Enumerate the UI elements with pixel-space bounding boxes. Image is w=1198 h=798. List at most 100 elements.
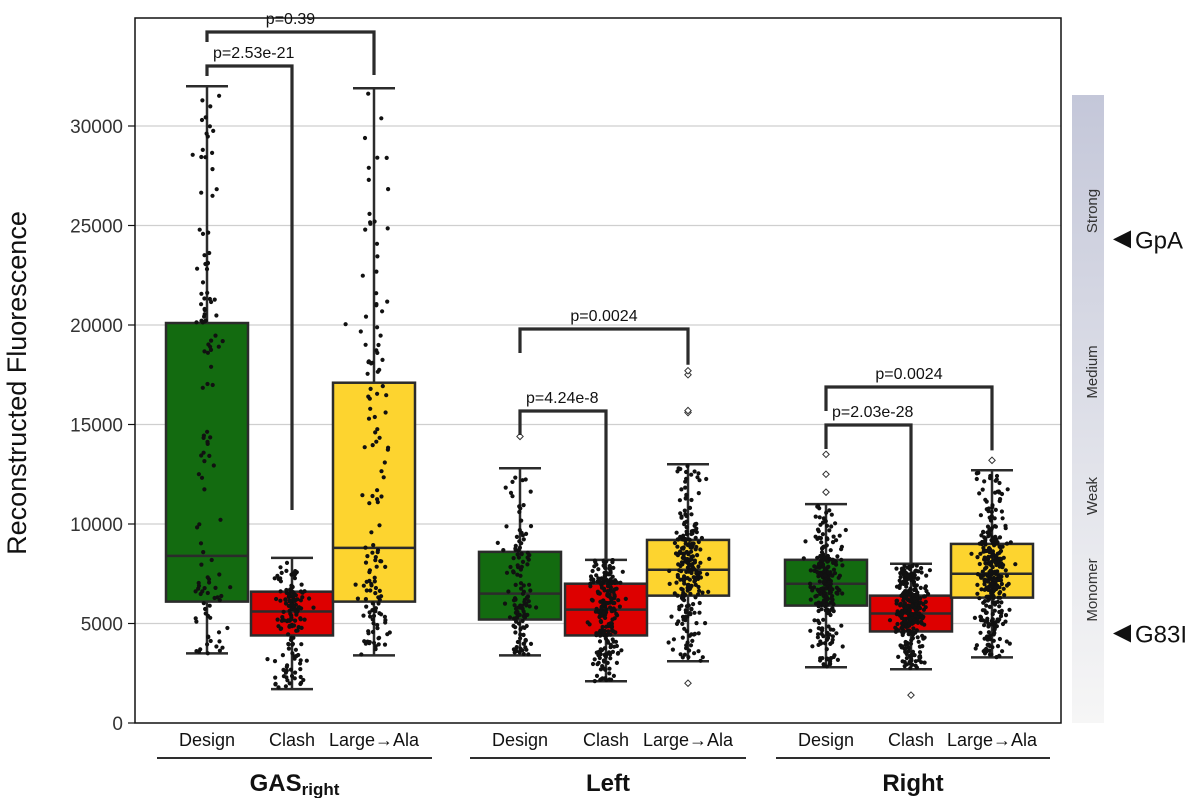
- data-point: [997, 654, 1002, 659]
- data-point: [914, 665, 920, 670]
- data-point: [605, 592, 610, 597]
- data-point: [700, 655, 705, 660]
- data-point: [816, 529, 821, 534]
- data-point: [208, 435, 213, 440]
- data-point: [821, 617, 826, 622]
- data-point: [834, 562, 839, 567]
- data-point: [366, 631, 371, 636]
- data-point: [687, 505, 693, 510]
- data-point: [893, 625, 898, 630]
- category-label: Design: [492, 730, 548, 750]
- data-point: [371, 621, 376, 626]
- data-point: [990, 535, 995, 540]
- data-point: [678, 577, 683, 582]
- data-point: [692, 558, 698, 563]
- data-point: [521, 537, 526, 542]
- data-point: [384, 393, 389, 398]
- data-point: [683, 592, 688, 598]
- data-point: [917, 654, 923, 659]
- data-point: [514, 648, 519, 654]
- category-label: Large→Ala: [329, 730, 420, 750]
- data-point: [201, 450, 206, 455]
- data-point: [374, 291, 379, 296]
- data-point: [373, 430, 378, 435]
- data-point: [693, 582, 698, 588]
- data-point: [675, 574, 681, 580]
- data-point: [983, 619, 988, 624]
- data-point: [205, 290, 210, 295]
- data-point: [523, 638, 528, 643]
- data-point: [906, 645, 911, 650]
- data-point: [689, 531, 694, 537]
- data-point: [834, 538, 839, 543]
- data-point: [670, 647, 676, 652]
- data-point: [813, 514, 818, 519]
- data-point: [897, 611, 902, 616]
- data-point: [978, 513, 984, 518]
- data-point: [814, 593, 819, 599]
- data-point: [602, 659, 607, 664]
- data-point: [984, 603, 989, 608]
- data-point: [601, 563, 606, 568]
- data-point: [213, 333, 218, 338]
- y-tick-label: 30000: [70, 117, 123, 138]
- p-value-label: p=2.53e-21: [213, 45, 295, 62]
- data-point: [982, 599, 988, 604]
- data-point: [990, 505, 995, 510]
- data-point: [982, 587, 987, 592]
- data-point: [195, 525, 200, 530]
- data-point: [990, 645, 995, 650]
- data-point: [225, 625, 230, 631]
- data-point: [808, 628, 813, 633]
- plot-frame: [134, 17, 1062, 724]
- data-point: [827, 508, 832, 513]
- data-point: [517, 528, 522, 533]
- category-label: Clash: [583, 730, 629, 750]
- data-point: [203, 155, 208, 160]
- data-point: [980, 541, 985, 546]
- data-point: [994, 473, 1000, 479]
- data-point: [987, 596, 992, 602]
- data-point: [343, 322, 348, 327]
- data-point: [690, 554, 696, 559]
- data-point: [986, 642, 991, 647]
- p-value-label: p=4.24e-8: [526, 390, 599, 407]
- data-point: [196, 583, 202, 588]
- data-point: [355, 596, 360, 601]
- data-point: [377, 435, 382, 440]
- data-point: [292, 607, 297, 612]
- p-value-label: p=0.0024: [875, 366, 942, 383]
- data-point: [989, 576, 994, 581]
- data-point: [382, 642, 388, 647]
- data-point: [194, 649, 199, 654]
- data-point: [817, 562, 823, 567]
- data-point: [617, 604, 623, 609]
- data-point: [910, 562, 915, 568]
- data-point: [915, 635, 920, 640]
- data-point: [679, 603, 684, 608]
- data-point: [822, 544, 827, 549]
- data-point: [992, 516, 997, 521]
- data-point: [810, 644, 815, 649]
- data-point: [375, 391, 380, 396]
- group-label: Left: [586, 770, 630, 797]
- data-point: [616, 598, 621, 603]
- data-point: [830, 634, 836, 639]
- data-point: [682, 520, 687, 525]
- data-point: [377, 523, 382, 528]
- group-label-main: Right: [882, 770, 943, 797]
- data-point: [982, 623, 987, 628]
- data-point: [903, 642, 908, 647]
- data-point: [1013, 562, 1018, 567]
- data-point: [598, 647, 603, 652]
- data-point: [676, 466, 681, 471]
- data-point: [1001, 563, 1006, 568]
- data-point: [707, 556, 712, 562]
- marker-label: G83I: [1135, 621, 1187, 648]
- data-point: [205, 350, 210, 355]
- data-point: [679, 515, 684, 520]
- data-point: [380, 309, 385, 314]
- data-point: [989, 514, 994, 519]
- data-point: [367, 610, 372, 615]
- data-point: [298, 681, 303, 687]
